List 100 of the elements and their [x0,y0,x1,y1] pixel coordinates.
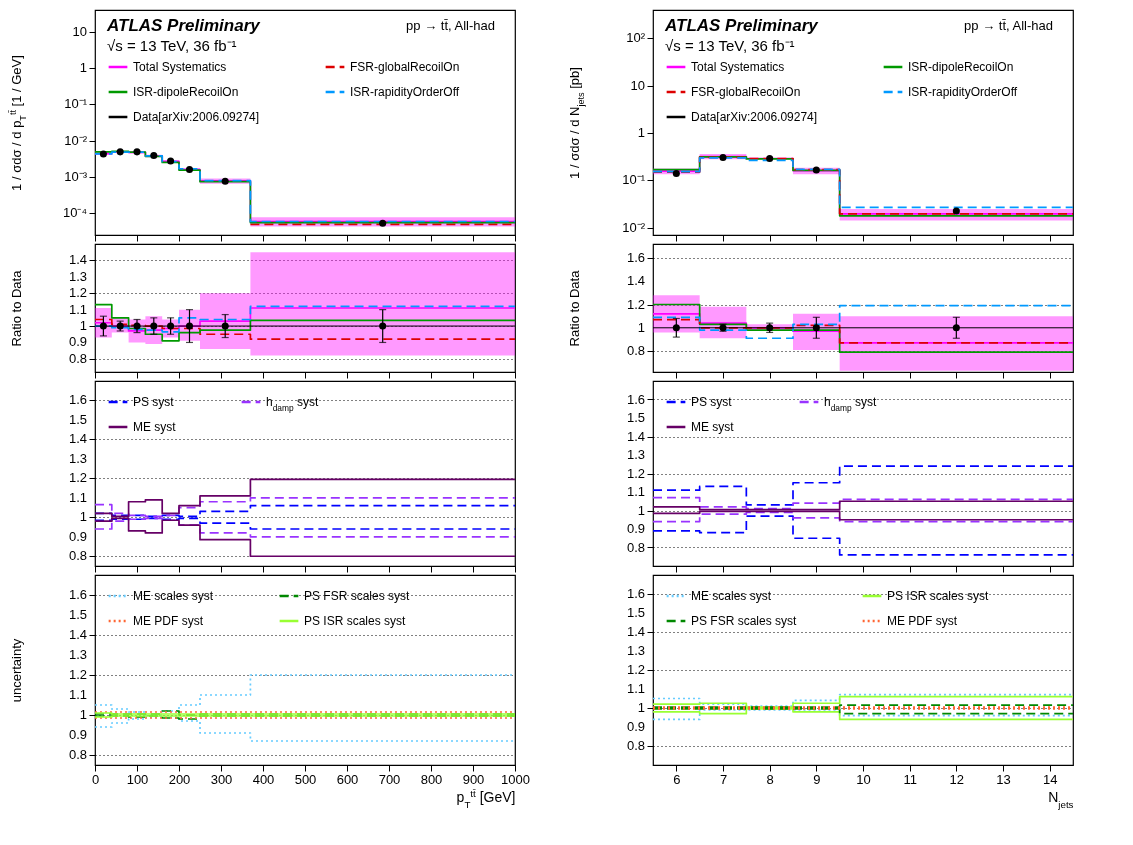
x-tick-label: 12 [949,771,965,787]
x-tick-label: 10 [856,771,871,787]
x-tick-label: 600 [336,771,359,787]
y-tick-label: 0.8 [68,548,87,564]
y-tick-label: 1.4 [626,624,645,639]
y-tick-label: 0.9 [626,521,645,536]
y-tick-label: 1.3 [626,643,645,658]
y-tick-label: 10 [72,23,87,39]
legend-label: Data[arXiv:2006.09274] [691,110,818,124]
x-tick-label: 0 [91,771,100,787]
text: √s = 13 TeV, 36 fb⁻¹ [665,37,795,54]
x-tick-label: 9 [813,771,821,787]
legend-label: h$_{damp}$ syst [824,395,877,413]
legend-label: ISR-dipoleRecoilOn [133,85,239,99]
y-tick-label: 0.8 [626,539,645,555]
legend-label: ME syst [691,420,735,434]
y-tick-label: 1.2 [68,285,87,301]
y-tick-label: 10⁻⁴ [62,205,87,221]
y-tick-label: 0.8 [626,738,645,753]
y-axis-title: Ratio to Data [8,269,24,347]
y-tick-label: 1 [79,509,87,525]
legend-label: ME PDF syst [887,614,958,628]
y-tick-label: 1.5 [626,605,645,620]
y-tick-label: 0.9 [626,719,645,734]
legend-label: ISR-rapidityOrderOff [908,85,1018,99]
x-tick-label: 1000 [501,771,530,787]
y-tick-label: 10⁻² [64,132,88,148]
y-tick-label: 1.1 [626,484,645,499]
y-tick-label: 10⁻¹ [622,172,646,188]
y-tick-label: 1.6 [626,586,645,601]
x-tick-label: 500 [294,771,317,787]
y-tick-label: 1.3 [68,647,87,662]
y-tick-label: 1.4 [68,627,87,642]
legend-label: PS syst [691,395,733,409]
legend-label: PS syst [133,395,175,409]
y-tick-label: 0.8 [626,343,645,359]
y-tick-label: 1.3 [626,447,645,462]
y-tick-label: 0.9 [68,334,87,350]
legend-label: ME PDF syst [133,614,204,628]
y-tick-label: 0.8 [68,747,87,762]
y-tick-label: 1.3 [68,450,87,466]
y-tick-label: 1.6 [626,391,645,407]
y-tick-label: 1.2 [626,662,645,677]
annotation: pp → tt̄, All-had [406,18,495,33]
y-tick-label: 1.4 [68,431,87,447]
y-tick-label: 1.1 [68,301,87,317]
legend-label: ISR-rapidityOrderOff [350,85,460,99]
y-axis-title: Ratio to Data [566,269,582,347]
y-tick-label: 1 [79,318,87,334]
y-tick-label: 10⁻¹ [64,96,88,112]
legend-label: PS ISR scales syst [304,614,407,628]
legend-label: FSR-globalRecoilOn [691,85,801,99]
legend-label: ME scales syst [691,589,772,603]
x-tick-label: 300 [210,771,233,787]
x-tick-label: 900 [462,771,485,787]
y-tick-label: 1.5 [68,411,87,427]
x-tick-label: 800 [420,771,443,787]
y-tick-label: 0.9 [68,727,87,742]
legend-label: Total Systematics [691,60,785,74]
y-tick-label: 1.2 [626,465,645,481]
legend-label: PS FSR scales syst [691,614,798,628]
y-tick-label: 10² [626,30,646,46]
y-tick-label: 1 [79,60,87,76]
y-tick-label: 0.8 [68,350,87,366]
y-tick-label: 0.9 [68,528,87,544]
y-tick-label: 1 [637,502,645,518]
legend-label: PS FSR scales syst [304,589,411,603]
x-tick-label: 100 [126,771,149,787]
y-tick-label: 1.4 [626,428,645,444]
chart-title: ATLAS Preliminary [664,16,820,35]
legend-label: Total Systematics [133,60,227,74]
x-tick-label: 7 [719,771,728,787]
legend-label: PS ISR scales syst [887,589,990,603]
legend-label: h$_{damp}$ syst [266,395,319,413]
y-tick-label: 10⁻² [622,219,646,235]
legend-label: Data[arXiv:2006.09274] [133,110,260,124]
x-axis-title: p$_{T}$$^{tt̄}$ [GeV] [456,787,516,809]
legend-label: ME scales syst [133,589,214,603]
y-tick-label: 1 [637,700,645,715]
text: √s = 13 TeV, 36 fb⁻¹ [107,37,237,54]
y-tick-label: 1.6 [68,392,87,408]
y-tick-label: 1.2 [68,667,87,682]
y-tick-label: 1.3 [68,268,87,284]
annotation: pp → tt̄, All-had [964,18,1053,33]
x-tick-label: 11 [903,771,917,787]
x-tick-label: 400 [252,771,275,787]
y-tick-label: 10⁻³ [64,168,88,184]
y-tick-label: 1.4 [626,273,645,289]
chart-title: ATLAS Preliminary [106,16,262,35]
y-tick-label: 1.6 [68,587,87,602]
legend-label: FSR-globalRecoilOn [350,60,460,74]
y-tick-label: 1 [79,707,87,722]
x-tick-label: 6 [673,771,681,787]
legend-label: ISR-dipoleRecoilOn [908,60,1014,74]
y-tick-label: 1.1 [626,681,645,696]
x-tick-label: 700 [378,771,401,787]
x-tick-label: 13 [996,771,1011,787]
y-tick-label: 1.5 [68,607,87,622]
x-tick-label: 8 [766,771,774,787]
y-tick-label: 10 [630,77,645,93]
